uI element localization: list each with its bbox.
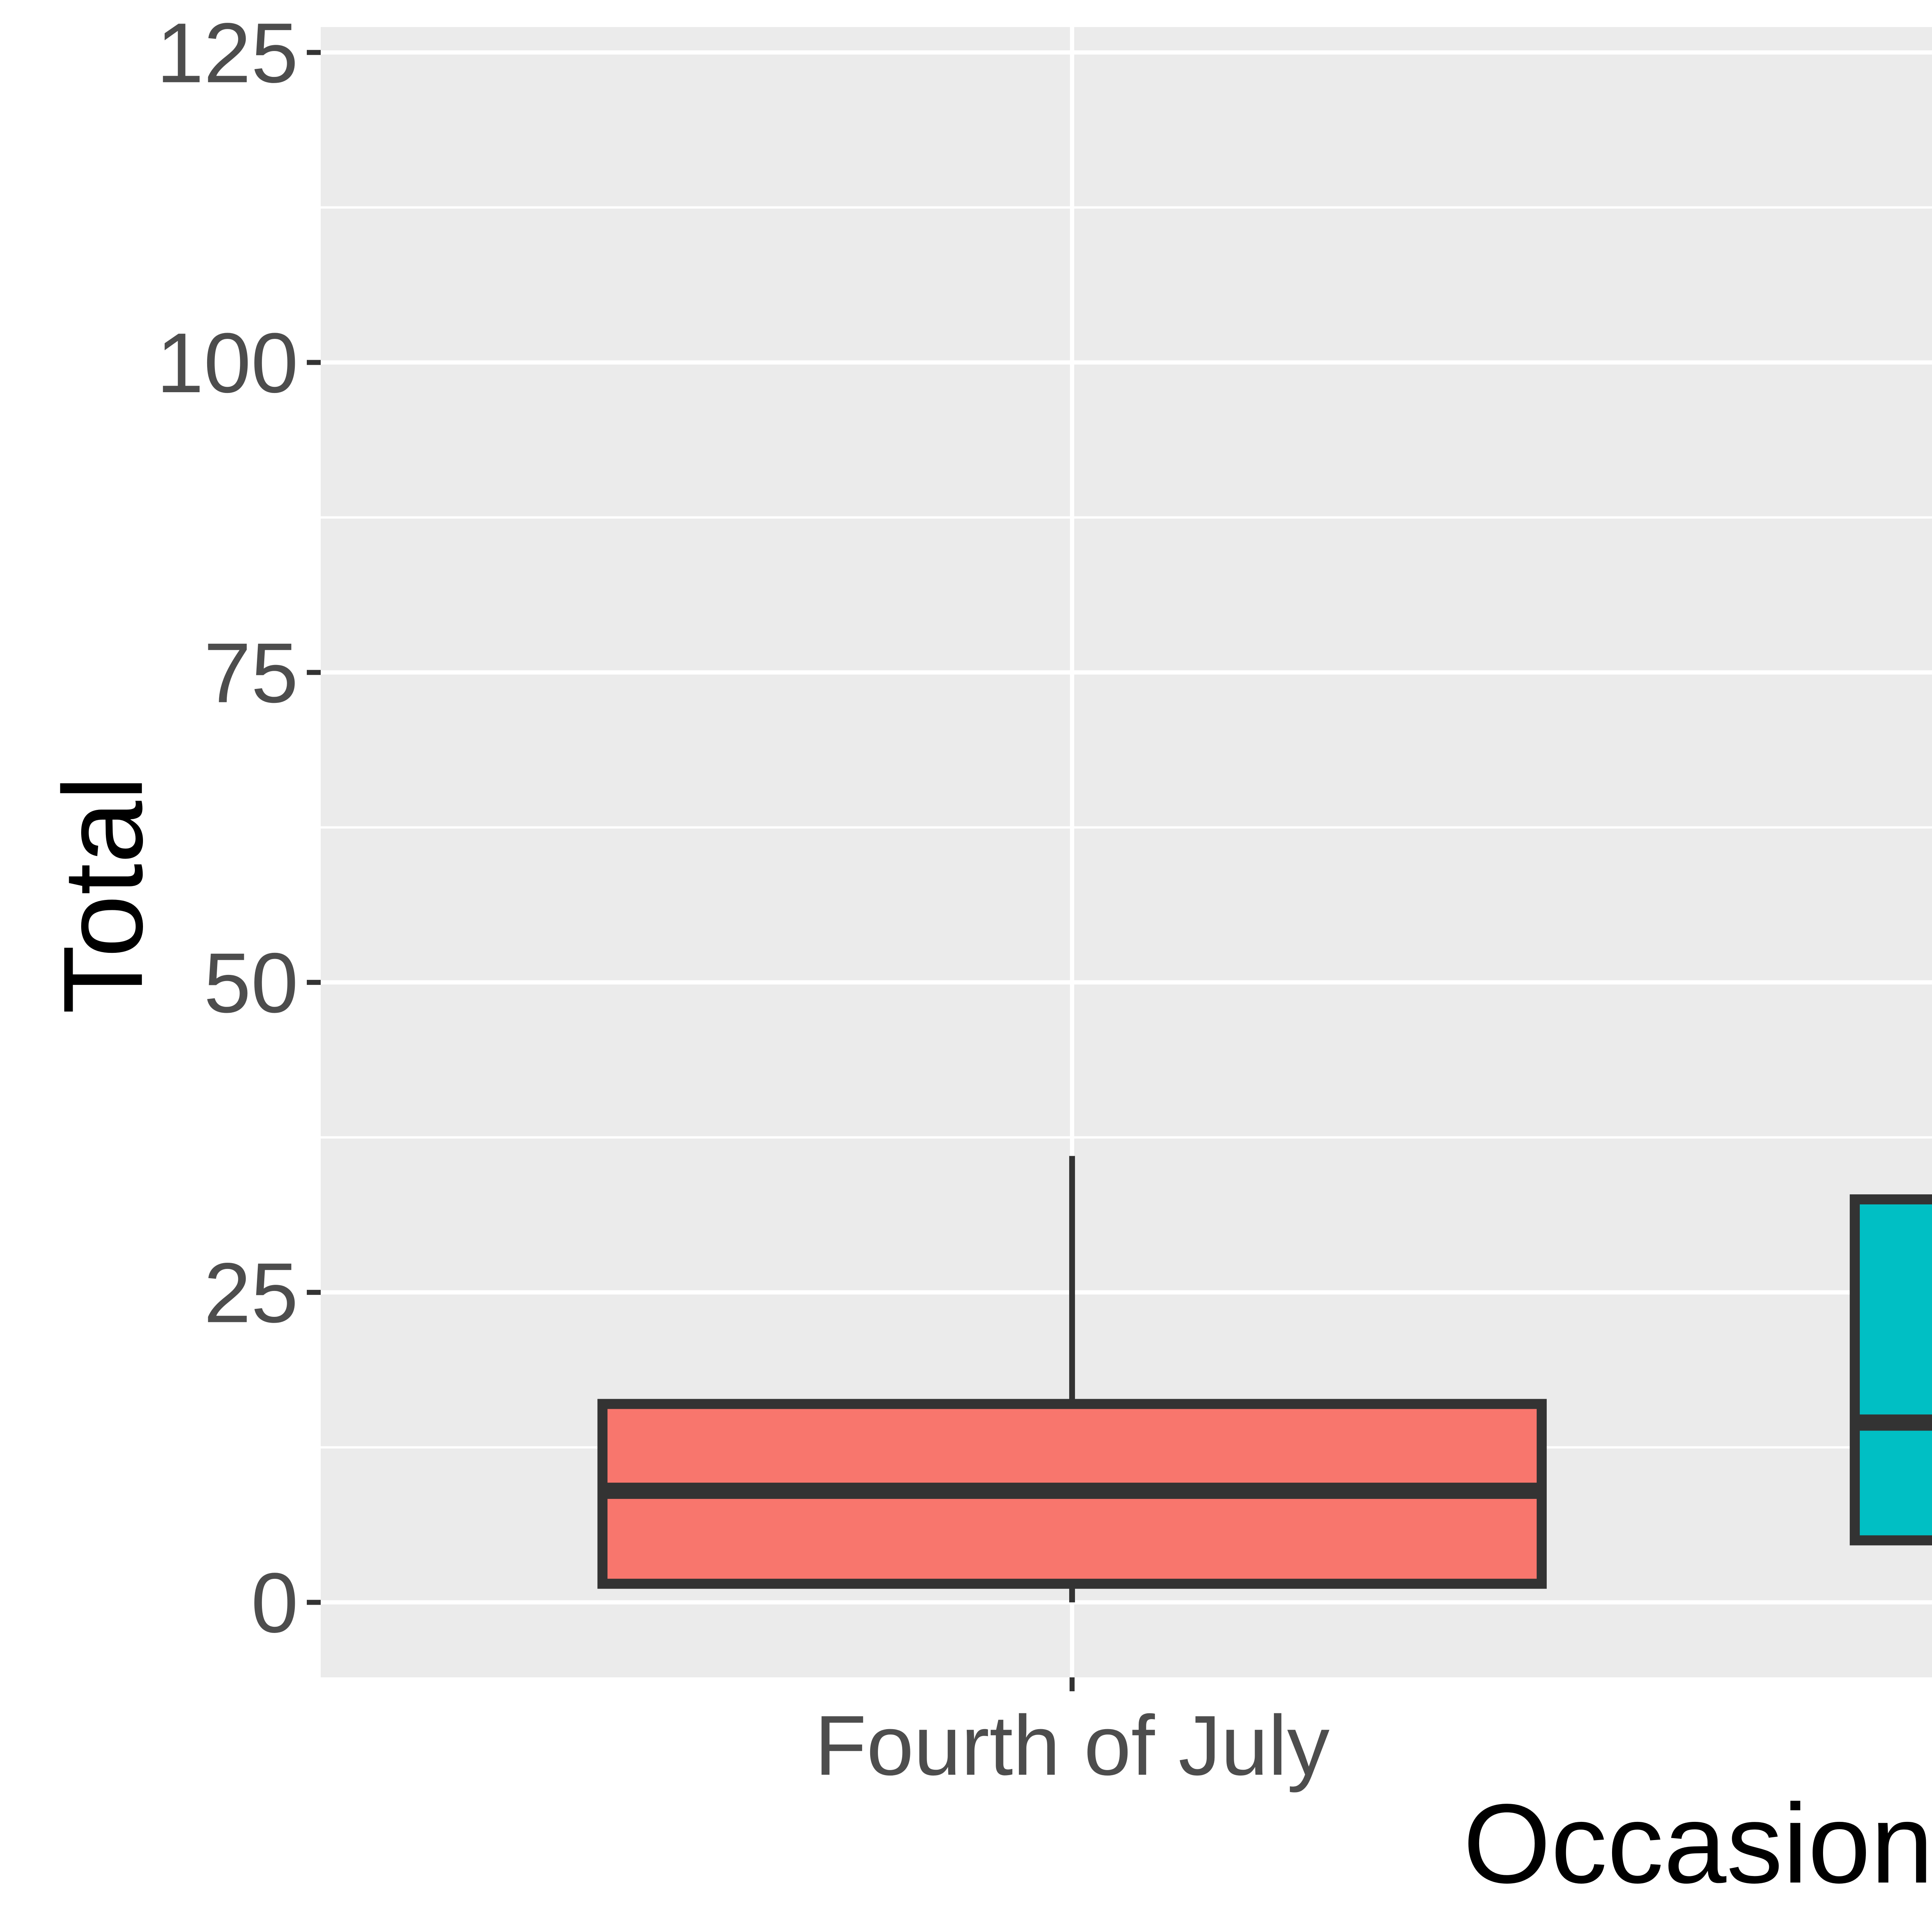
y-tick-label: 0 <box>251 1555 298 1650</box>
x-tick-label-fourth-of-july: Fourth of July <box>815 1698 1330 1793</box>
x-axis-title: Occasion <box>1463 1781 1932 1906</box>
y-tick-label: 75 <box>204 625 298 720</box>
y-tick-label: 50 <box>204 935 298 1030</box>
box-normal-thursday <box>1850 1194 1932 1546</box>
y-tick-label: 125 <box>156 5 298 100</box>
y-tick-label: 100 <box>156 315 298 410</box>
y-tick-label: 25 <box>204 1245 298 1340</box>
y-axis-title: Total <box>40 776 166 1014</box>
